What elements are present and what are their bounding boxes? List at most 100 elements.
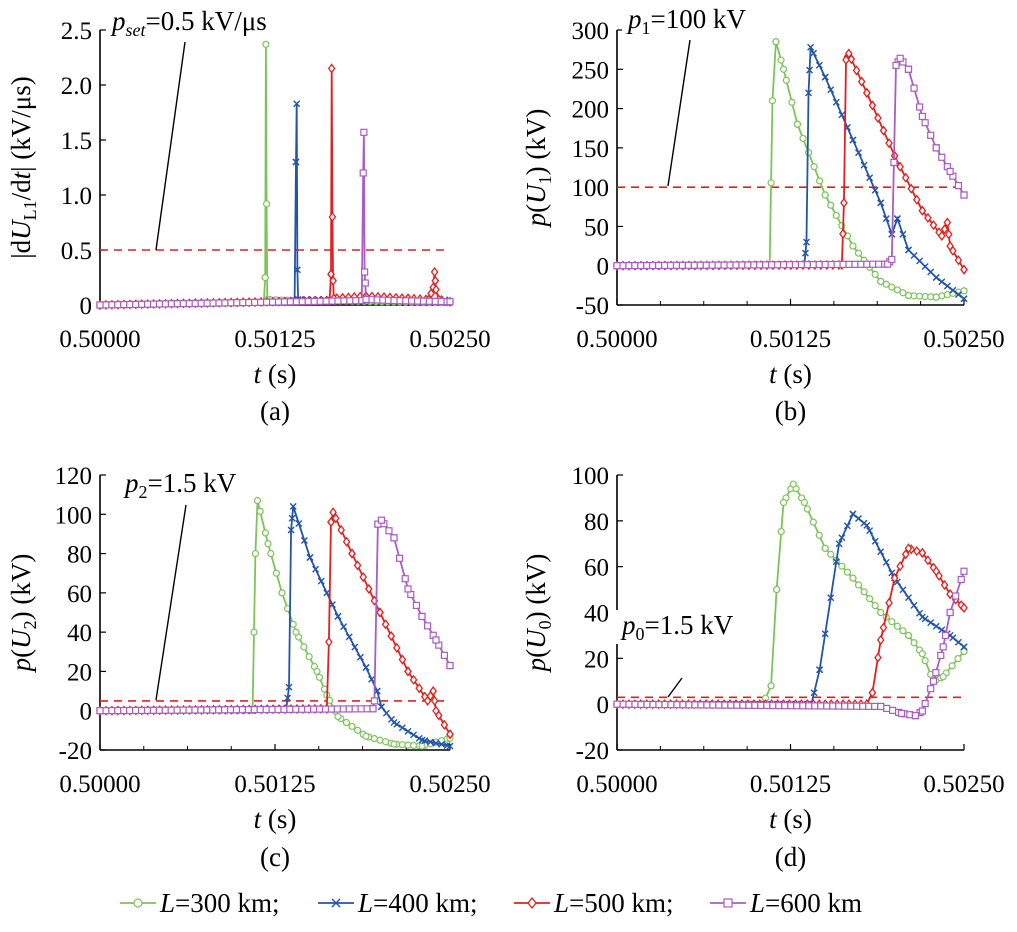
square-marker [827,260,835,269]
square-marker [625,700,633,708]
square-marker [233,299,241,307]
circle-marker [772,38,780,46]
square-marker [803,261,811,269]
x-marker [871,537,879,545]
square-marker [613,700,621,708]
y-axis-label: |dUL1/dt| (kV/μs) [6,76,40,259]
diamond-marker [387,630,396,642]
square-marker [938,153,946,161]
diamond-marker [932,566,941,577]
square-marker [952,592,960,600]
square-marker [232,706,241,714]
square-marker [370,697,378,705]
diamond-marker [327,517,335,528]
square-marker [280,298,289,306]
diamond-marker [430,266,439,278]
square-marker [286,705,294,713]
circle-marker [264,540,272,548]
diamond-marker [912,545,921,557]
square-marker [120,301,128,309]
x-marker [954,290,962,298]
square-marker [239,299,247,307]
square-marker [757,701,765,710]
square-marker [751,701,759,709]
square-marker [361,279,369,287]
x-marker [932,274,940,281]
diamond-marker [440,719,449,730]
x-marker [446,742,454,750]
diamond-marker [918,205,927,216]
square-marker [957,575,965,584]
circle-marker [932,293,940,301]
x-marker [293,266,301,274]
square-marker [363,705,371,713]
panel-caption: (d) [775,842,806,872]
square-marker [649,261,657,270]
x-marker [801,249,809,257]
legend-label: L=300 km; [159,888,280,918]
square-marker [424,622,432,630]
square-marker [446,298,454,306]
y-axis-label: p(U0) (kV) [521,554,555,674]
circle-marker [960,647,968,656]
square-marker [817,702,825,710]
circle-marker [263,200,271,208]
square-marker [744,261,752,269]
y-tick-label: 60 [584,555,609,582]
circle-marker [305,653,313,661]
diamond-marker [329,507,337,518]
square-marker [221,706,229,714]
x-marker [306,554,314,561]
square-marker [667,701,675,709]
diamond-marker [901,172,910,183]
square-marker [226,706,235,714]
square-marker [877,702,885,711]
square-marker [321,705,330,713]
square-marker [126,706,134,715]
square-marker [702,261,710,269]
diamond-marker [423,695,432,706]
square-marker [143,706,152,714]
x-marker [904,594,912,602]
square-marker [108,707,116,715]
x-marker [810,49,818,57]
diamond-marker [364,583,373,595]
square-marker [334,297,342,305]
circle-marker [960,287,968,295]
circle-marker [816,177,824,185]
square-marker [815,260,823,269]
circle-marker [910,639,918,647]
square-marker [643,700,651,709]
square-marker [643,261,651,270]
legend-item: L=400 km; [318,888,478,918]
diamond-marker [868,687,877,698]
series-square [96,516,454,715]
square-marker [750,261,758,269]
x-marker [284,694,292,702]
x-marker [855,515,863,523]
square-marker [322,297,330,305]
x-marker [855,149,863,157]
diamond-marker [912,194,921,205]
x-marker [312,565,320,573]
x-marker [949,286,957,294]
square-marker [666,261,675,270]
series-line [99,518,451,712]
square-marker [637,700,645,708]
x-axis-label: t (s) [254,804,297,834]
square-marker [362,295,370,304]
circle-marker [289,620,297,628]
circle-marker [256,507,264,515]
circle-marker [827,550,835,558]
circle-marker [313,667,321,676]
square-marker [805,702,813,710]
circle-marker [827,201,835,209]
square-marker [631,262,639,270]
square-marker [360,128,368,136]
square-marker [892,61,900,69]
x-marker [921,263,929,270]
square-marker [251,298,259,306]
square-marker [918,112,926,121]
square-marker [244,706,252,714]
x-marker [932,622,940,630]
